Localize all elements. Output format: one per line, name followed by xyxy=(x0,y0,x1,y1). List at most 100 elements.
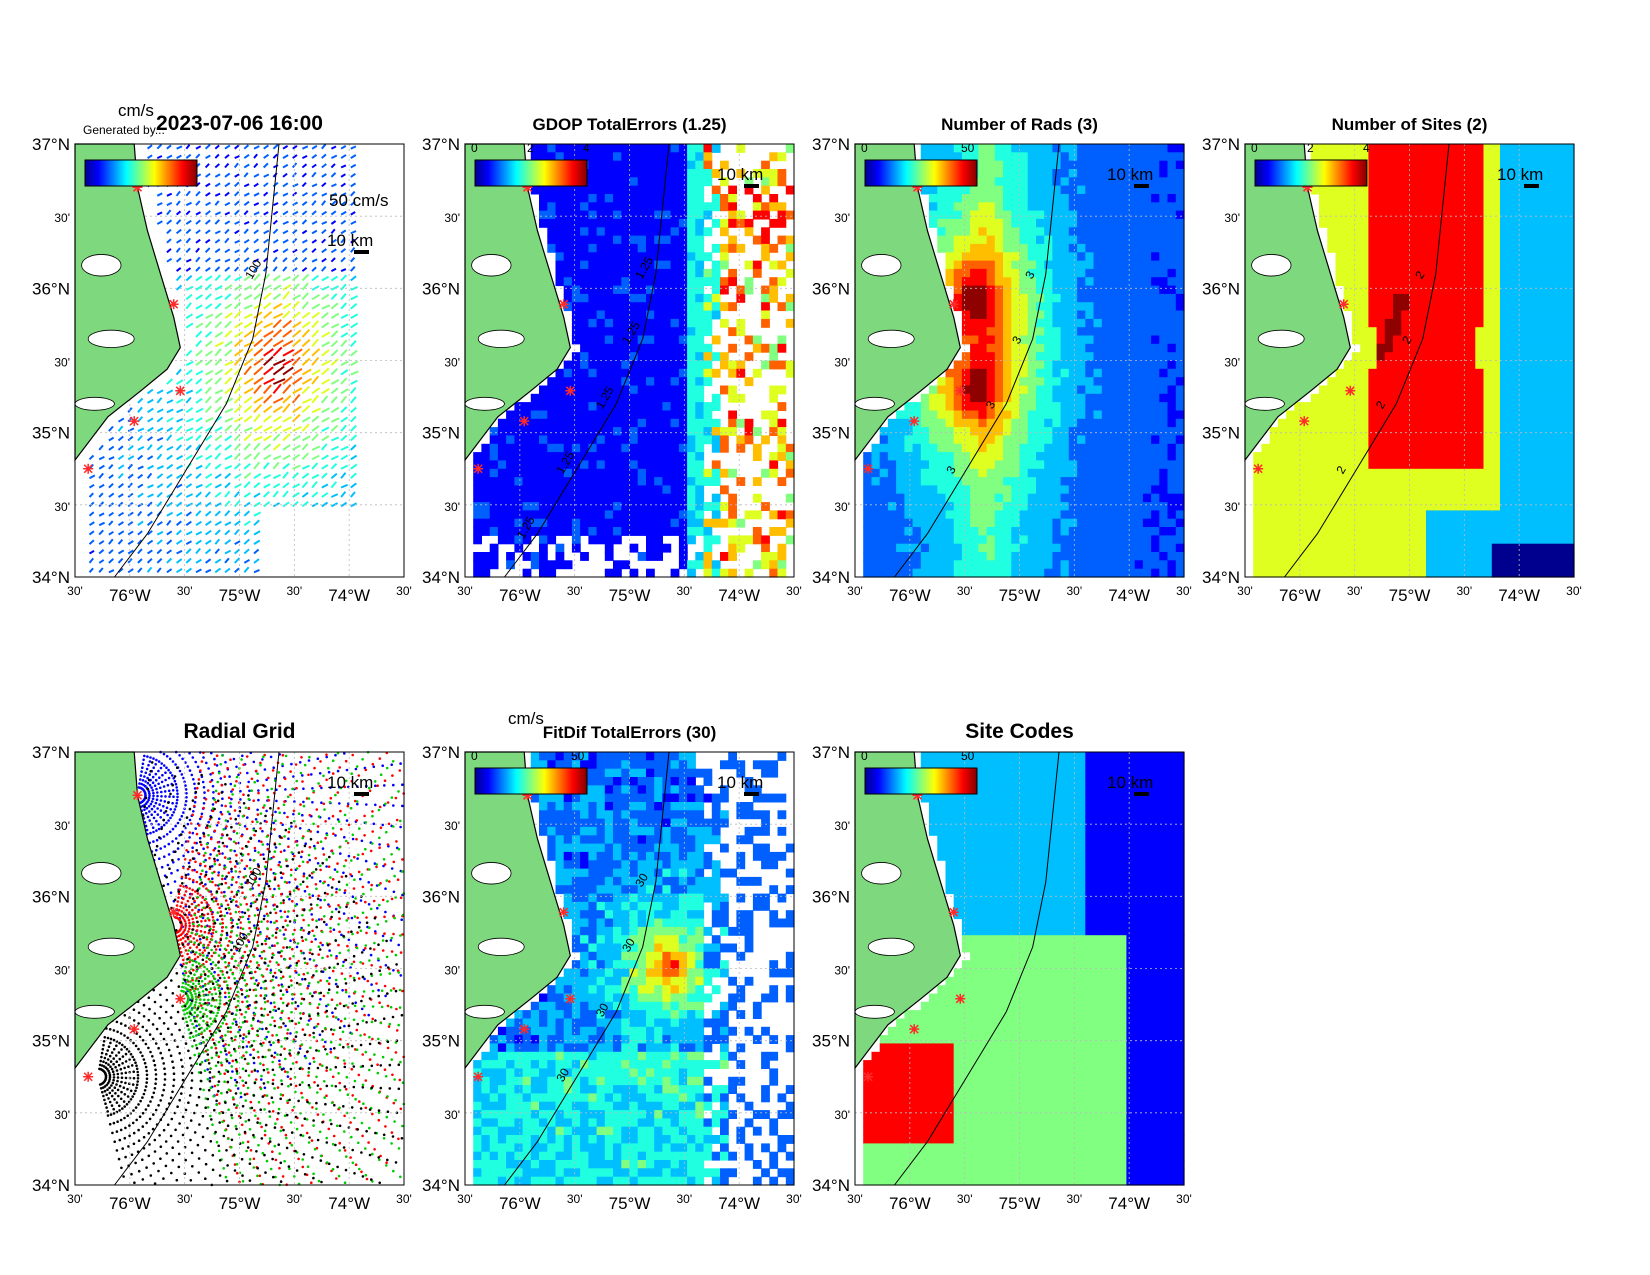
current-vector xyxy=(253,492,261,498)
field-cell xyxy=(1060,510,1070,520)
field-cell xyxy=(978,202,988,212)
field-cell xyxy=(1101,227,1111,237)
field-cell xyxy=(1003,185,1012,195)
field-cell xyxy=(953,268,963,278)
field-cell xyxy=(662,352,672,362)
current-vector xyxy=(282,366,294,376)
field-cell xyxy=(994,510,1004,520)
latitude-tick-label: 35°N xyxy=(812,424,850,443)
field-cell xyxy=(912,560,922,570)
current-vector xyxy=(243,285,253,291)
field-cell xyxy=(678,560,688,570)
field-cell xyxy=(1417,410,1427,420)
field-cell xyxy=(785,368,795,378)
field-cell xyxy=(555,402,565,411)
field-cell xyxy=(646,568,655,578)
field-cell xyxy=(1118,185,1127,195)
field-cell xyxy=(1261,460,1271,470)
field-cell xyxy=(1376,485,1386,495)
field-cell xyxy=(1134,252,1144,262)
current-vector xyxy=(214,558,222,564)
field-cell xyxy=(588,177,598,187)
field-cell xyxy=(1159,560,1169,570)
current-vector xyxy=(253,461,261,470)
longitude-tick-label: 30' xyxy=(67,584,83,598)
current-vector xyxy=(272,346,283,357)
field-cell xyxy=(1068,327,1078,337)
field-cell xyxy=(1167,560,1177,570)
field-cell xyxy=(1101,310,1111,320)
current-vector xyxy=(205,229,211,235)
field-cell xyxy=(1019,452,1029,461)
field-cell xyxy=(695,277,705,287)
field-cell xyxy=(953,252,963,262)
current-vector xyxy=(330,172,337,178)
field-cell xyxy=(1253,552,1262,561)
field-cell xyxy=(1011,252,1021,262)
field-cell xyxy=(994,493,1004,503)
field-cell xyxy=(1085,510,1095,520)
field-cell xyxy=(961,527,971,536)
field-cell xyxy=(752,527,762,536)
field-cell xyxy=(1044,285,1053,295)
field-cell xyxy=(695,152,705,162)
field-cell xyxy=(1126,452,1136,461)
field-cell xyxy=(711,443,721,453)
field-cell xyxy=(953,510,963,520)
current-vector xyxy=(224,284,233,291)
field-cell xyxy=(539,560,548,570)
current-vector xyxy=(233,356,242,366)
field-cell xyxy=(1118,427,1127,436)
field-cell xyxy=(1310,418,1320,428)
field-cell xyxy=(654,402,663,411)
current-vector xyxy=(253,173,260,178)
field-cell xyxy=(1167,252,1177,262)
field-cell xyxy=(1384,510,1394,520)
field-cell xyxy=(937,385,947,395)
field-cell xyxy=(1011,152,1021,162)
field-cell xyxy=(1167,377,1177,387)
field-cell xyxy=(530,452,540,461)
field-cell xyxy=(1060,343,1070,353)
field-cell xyxy=(629,218,639,228)
field-cell xyxy=(687,385,696,395)
field-cell xyxy=(896,527,905,536)
field-cell xyxy=(646,460,655,470)
colorbar-unit: cm/s xyxy=(118,101,154,120)
current-vector xyxy=(195,464,203,470)
field-cell xyxy=(654,493,663,503)
field-cell xyxy=(1142,260,1152,270)
field-cell xyxy=(1151,252,1160,262)
field-cell xyxy=(1134,293,1144,303)
current-vector xyxy=(311,415,320,423)
field-cell xyxy=(1269,552,1279,561)
current-vector xyxy=(214,473,222,480)
field-cell xyxy=(1093,268,1103,278)
field-cell xyxy=(588,410,598,420)
current-vector xyxy=(137,483,144,489)
current-vector xyxy=(166,539,173,545)
current-vector xyxy=(330,192,337,197)
field-cell xyxy=(1118,568,1127,578)
field-cell xyxy=(1269,443,1279,453)
field-cell xyxy=(1151,485,1160,495)
field-cell xyxy=(522,485,532,495)
field-cell xyxy=(1269,435,1279,445)
field-cell xyxy=(1110,427,1119,436)
field-cell xyxy=(654,152,663,162)
field-cell xyxy=(1077,177,1086,187)
current-vector xyxy=(214,211,222,216)
field-cell xyxy=(1409,452,1419,461)
field-cell xyxy=(1417,393,1427,403)
field-cell xyxy=(1409,393,1419,403)
field-cell xyxy=(1417,185,1427,195)
field-cell xyxy=(1327,402,1337,411)
field-cell xyxy=(887,468,897,478)
field-cell xyxy=(1368,385,1378,395)
current-vector xyxy=(224,557,230,564)
field-cell xyxy=(736,393,746,403)
field-cell xyxy=(1384,518,1394,528)
field-cell xyxy=(896,518,905,528)
field-cell xyxy=(1019,527,1029,536)
field-cell xyxy=(994,160,1004,170)
